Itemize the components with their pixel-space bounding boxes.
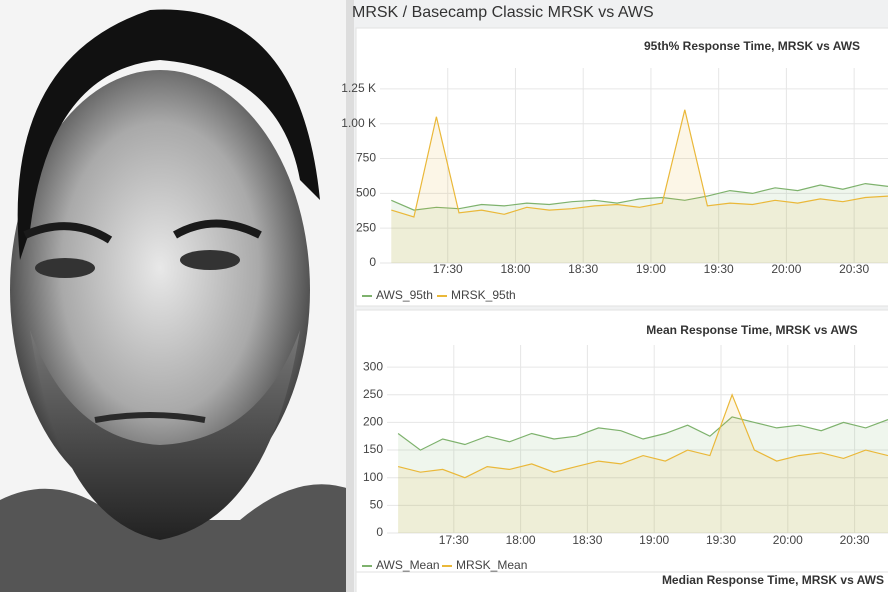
y-tick-label: 0 — [376, 525, 383, 539]
panel: Mean Response Time, MRSK vs AWS 0 50 100 150… — [355, 309, 888, 579]
panel: Median Response Time, MRSK vs AWS — [355, 571, 888, 592]
series-area — [398, 416, 888, 533]
divider — [346, 0, 354, 592]
x-tick-label: 19:00 — [636, 262, 666, 276]
panel-background — [355, 571, 888, 592]
x-tick-label: 18:00 — [506, 533, 536, 547]
dashboard-title[interactable]: MRSK / Basecamp Classic MRSK vs AWS — [352, 4, 654, 21]
y-tick-label: 1.25 K — [341, 81, 376, 95]
legend-label[interactable]: MRSK_Mean — [456, 558, 527, 572]
series-line — [391, 109, 888, 218]
panel-title: 95th% Response Time, MRSK vs AWS — [644, 39, 860, 53]
x-tick-label: 18:30 — [568, 262, 598, 276]
y-tick-label: 150 — [363, 442, 383, 456]
series-area — [391, 183, 888, 263]
y-tick-label: 1.00 K — [341, 116, 376, 130]
y-tick-label: 50 — [370, 498, 384, 512]
y-tick-label: 750 — [356, 151, 376, 165]
y-tick-label: 200 — [363, 415, 383, 429]
y-tick-label: 300 — [363, 359, 383, 373]
legend-label[interactable]: AWS_95th — [376, 288, 433, 302]
x-tick-label: 20:30 — [839, 262, 869, 276]
series-line — [391, 182, 888, 211]
x-tick-label: 17:30 — [439, 533, 469, 547]
x-tick-label: 17:30 — [433, 262, 463, 276]
y-tick-label: 250 — [363, 387, 383, 401]
y-tick-label: 250 — [356, 220, 376, 234]
legend-label[interactable]: MRSK_95th — [451, 288, 516, 302]
y-tick-label: 0 — [369, 255, 376, 269]
x-tick-label: 18:00 — [500, 262, 530, 276]
x-tick-label: 19:00 — [639, 533, 669, 547]
y-tick-label: 500 — [356, 186, 376, 200]
legend-label[interactable]: AWS_Mean — [376, 558, 440, 572]
series-line — [397, 393, 888, 479]
x-tick-label: 20:00 — [771, 262, 801, 276]
x-tick-label: 19:30 — [704, 262, 734, 276]
x-tick-label: 19:30 — [706, 533, 736, 547]
panel-title: Mean Response Time, MRSK vs AWS — [646, 323, 857, 337]
portrait-photo — [0, 0, 352, 592]
y-tick-label: 100 — [363, 470, 383, 484]
panel-background — [355, 27, 888, 307]
x-tick-label: 18:30 — [572, 533, 602, 547]
panel: 95th% Response Time, MRSK vs AWS 0 250 500 7… — [341, 27, 888, 307]
series-line — [397, 416, 888, 451]
x-tick-label: 20:30 — [840, 533, 870, 547]
series-area — [398, 394, 888, 533]
x-tick-label: 20:00 — [773, 533, 803, 547]
series-area — [391, 109, 888, 263]
panel-title: Median Response Time, MRSK vs AWS — [662, 573, 884, 587]
